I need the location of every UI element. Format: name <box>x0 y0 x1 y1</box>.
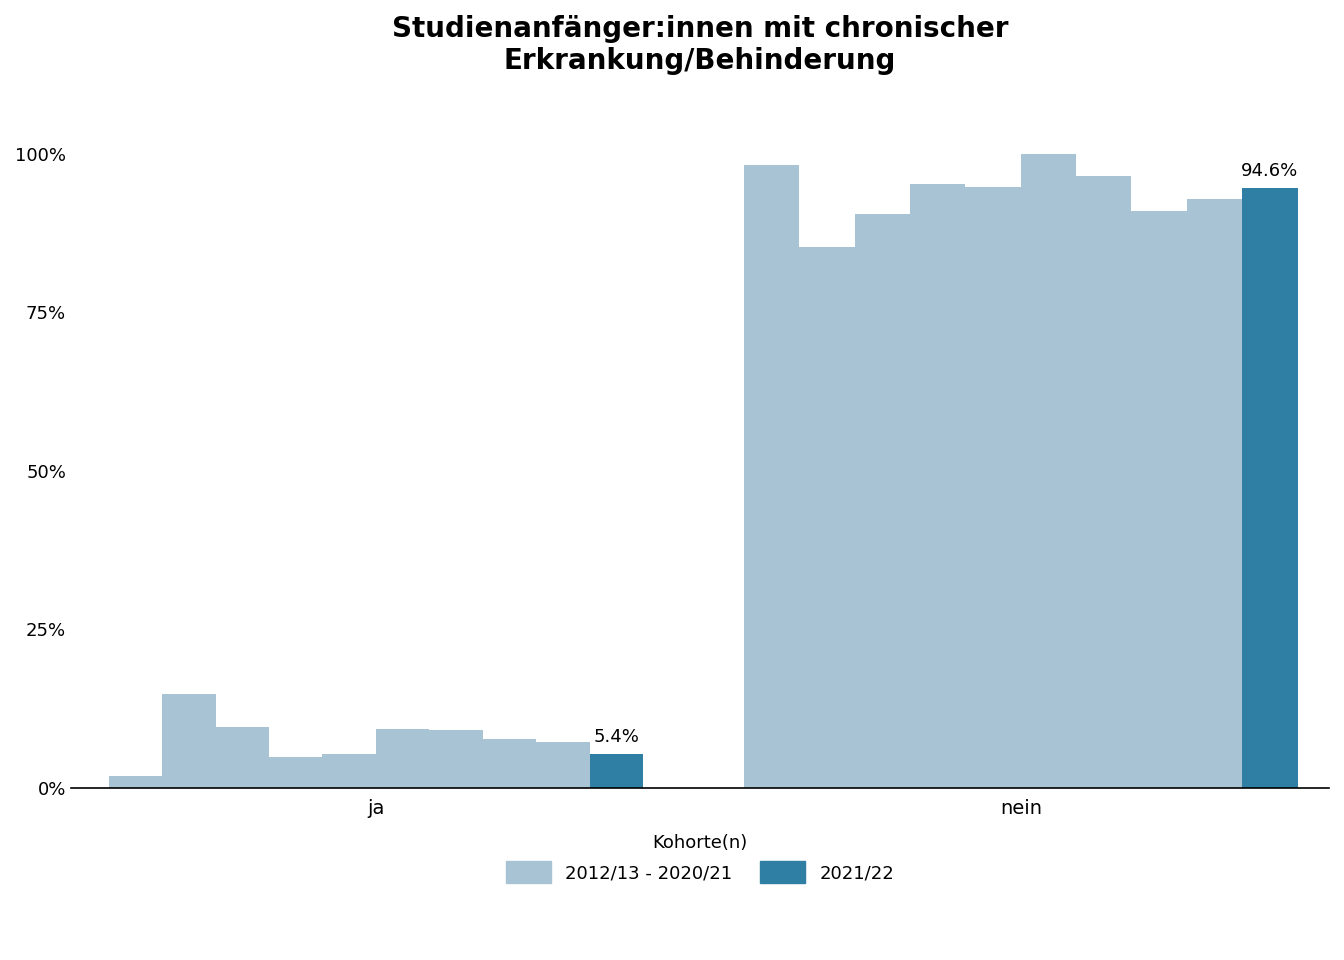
Bar <box>109 777 163 788</box>
Bar <box>1242 188 1297 788</box>
Bar <box>430 730 482 788</box>
Legend: 2012/13 - 2020/21, 2021/22: 2012/13 - 2020/21, 2021/22 <box>499 827 902 890</box>
Bar <box>1132 210 1187 788</box>
Bar <box>1187 200 1242 788</box>
Bar <box>536 742 590 788</box>
Bar <box>269 757 323 788</box>
Text: 94.6%: 94.6% <box>1242 162 1298 180</box>
Bar <box>855 214 910 788</box>
Bar <box>1020 154 1077 788</box>
Bar <box>1077 176 1132 788</box>
Title: Studienanfänger:innen mit chronischer
Erkrankung/Behinderung: Studienanfänger:innen mit chronischer Er… <box>391 15 1008 76</box>
Bar <box>215 727 269 788</box>
Bar <box>965 187 1020 788</box>
Text: 5.4%: 5.4% <box>594 728 640 746</box>
Bar <box>590 754 644 788</box>
Bar <box>800 248 855 788</box>
Bar <box>323 755 376 788</box>
Bar <box>163 694 215 788</box>
Bar <box>745 165 800 788</box>
Bar <box>910 184 965 788</box>
Bar <box>376 730 430 788</box>
Bar <box>482 739 536 788</box>
